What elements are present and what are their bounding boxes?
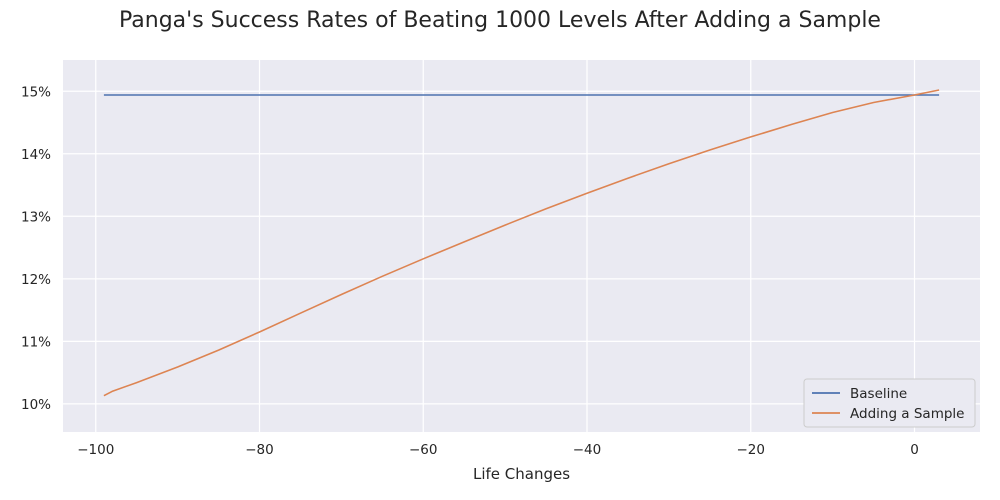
x-tick-label: −20 — [737, 442, 766, 458]
y-tick-label: 12% — [21, 272, 51, 288]
y-tick-label: 11% — [21, 334, 51, 350]
y-tick-label: 15% — [21, 84, 51, 100]
y-tick-label: 13% — [21, 209, 51, 225]
legend: Baseline Adding a Sample — [803, 378, 976, 428]
legend-label: Baseline — [850, 386, 907, 402]
legend-box — [803, 378, 976, 428]
x-axis-label: Life Changes — [473, 465, 570, 483]
x-tick-label: −100 — [77, 442, 114, 458]
series-line-1 — [103, 89, 940, 397]
y-tick-label: 14% — [21, 147, 51, 163]
y-tick-label: 10% — [21, 397, 51, 413]
legend-label: Adding a Sample — [850, 406, 965, 422]
chart-title: Panga's Success Rates of Beating 1000 Le… — [119, 8, 881, 33]
plot-area — [63, 60, 980, 432]
series-layer — [103, 89, 940, 397]
x-tick-label: −60 — [409, 442, 438, 458]
tick-labels: −100 −80 −60 −40 −20 0 10% 11% 12% 13% 14% 15% — [21, 84, 919, 458]
x-tick-label: 0 — [910, 442, 919, 458]
x-tick-label: −80 — [245, 442, 274, 458]
x-tick-label: −40 — [573, 442, 602, 458]
